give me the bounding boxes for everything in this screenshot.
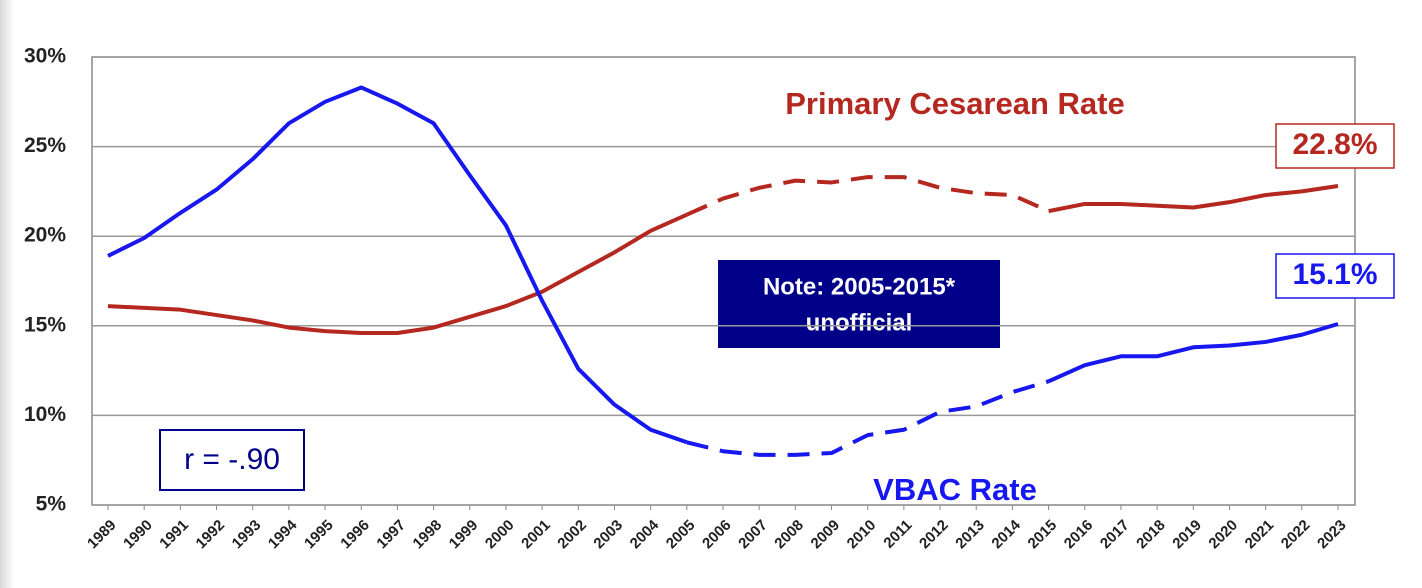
series-line (686, 379, 1050, 457)
series-line (1048, 184, 1339, 214)
x-tick-label: 2001 (518, 517, 554, 553)
x-tick-label: 2020 (1205, 517, 1241, 553)
x-tick-label: 2016 (1061, 517, 1097, 553)
series-label: Primary Cesarean Rate (785, 86, 1124, 121)
x-tick-label: 2012 (916, 517, 952, 553)
note-box (718, 260, 1000, 348)
series-line (1047, 322, 1339, 384)
x-tick-label: 2002 (554, 517, 590, 553)
x-tick-label: 2005 (663, 517, 699, 553)
series-line (686, 175, 1050, 217)
correlation-text: r = -.90 (184, 443, 280, 476)
correlation-box (159, 429, 305, 491)
value-label: 22.8% (1292, 128, 1377, 161)
x-tick-label: 2009 (808, 517, 844, 553)
series-line (107, 85, 688, 445)
y-tick-label: 15% (24, 313, 66, 336)
series-line (107, 212, 688, 335)
x-tick-label: 2004 (627, 516, 663, 552)
x-tick-label: 1990 (120, 517, 156, 553)
x-tick-label: 2015 (1025, 517, 1061, 553)
x-tick-label: 2014 (988, 516, 1024, 552)
x-tick-label: 2013 (952, 517, 988, 553)
x-tick-label: 2017 (1097, 517, 1133, 553)
series-label: VBAC Rate (873, 472, 1037, 507)
x-tick-label: 2006 (699, 517, 735, 553)
y-tick-label: 25% (24, 134, 66, 157)
x-tick-label: 1995 (301, 517, 337, 553)
x-tick-label: 1989 (84, 517, 120, 553)
x-tick-label: 1993 (229, 517, 265, 553)
x-tick-label: 2022 (1278, 517, 1314, 553)
x-tick-label: 2010 (844, 517, 880, 553)
y-tick-label: 5% (36, 493, 67, 516)
value-label-box (1275, 123, 1395, 169)
y-tick-label: 10% (24, 403, 66, 426)
x-tick-label: 2018 (1133, 517, 1169, 553)
x-tick-label: 2008 (771, 517, 807, 553)
x-tick-label: 1996 (337, 517, 373, 553)
x-tick-label: 2003 (590, 517, 626, 553)
x-tick-label: 2011 (880, 517, 915, 552)
y-tick-label: 30% (24, 45, 66, 68)
x-tick-label: 1994 (265, 516, 301, 552)
x-tick-label: 1991 (156, 517, 192, 553)
note-text: unofficial (806, 309, 913, 336)
x-tick-label: 2019 (1169, 517, 1205, 553)
x-tick-label: 2000 (482, 517, 518, 553)
x-tick-label: 1992 (193, 517, 229, 553)
note-text: Note: 2005-2015* (763, 273, 956, 300)
background-edge (0, 0, 14, 588)
value-label: 15.1% (1292, 258, 1377, 291)
x-tick-label: 2007 (735, 517, 771, 553)
x-tick-label: 1998 (410, 517, 446, 553)
x-tick-label: 1997 (373, 517, 409, 553)
x-tick-label: 2023 (1314, 517, 1350, 553)
y-tick-label: 20% (24, 224, 66, 247)
value-label-box (1275, 253, 1395, 299)
x-tick-label: 1999 (446, 517, 482, 553)
x-tick-label: 2021 (1242, 517, 1278, 553)
